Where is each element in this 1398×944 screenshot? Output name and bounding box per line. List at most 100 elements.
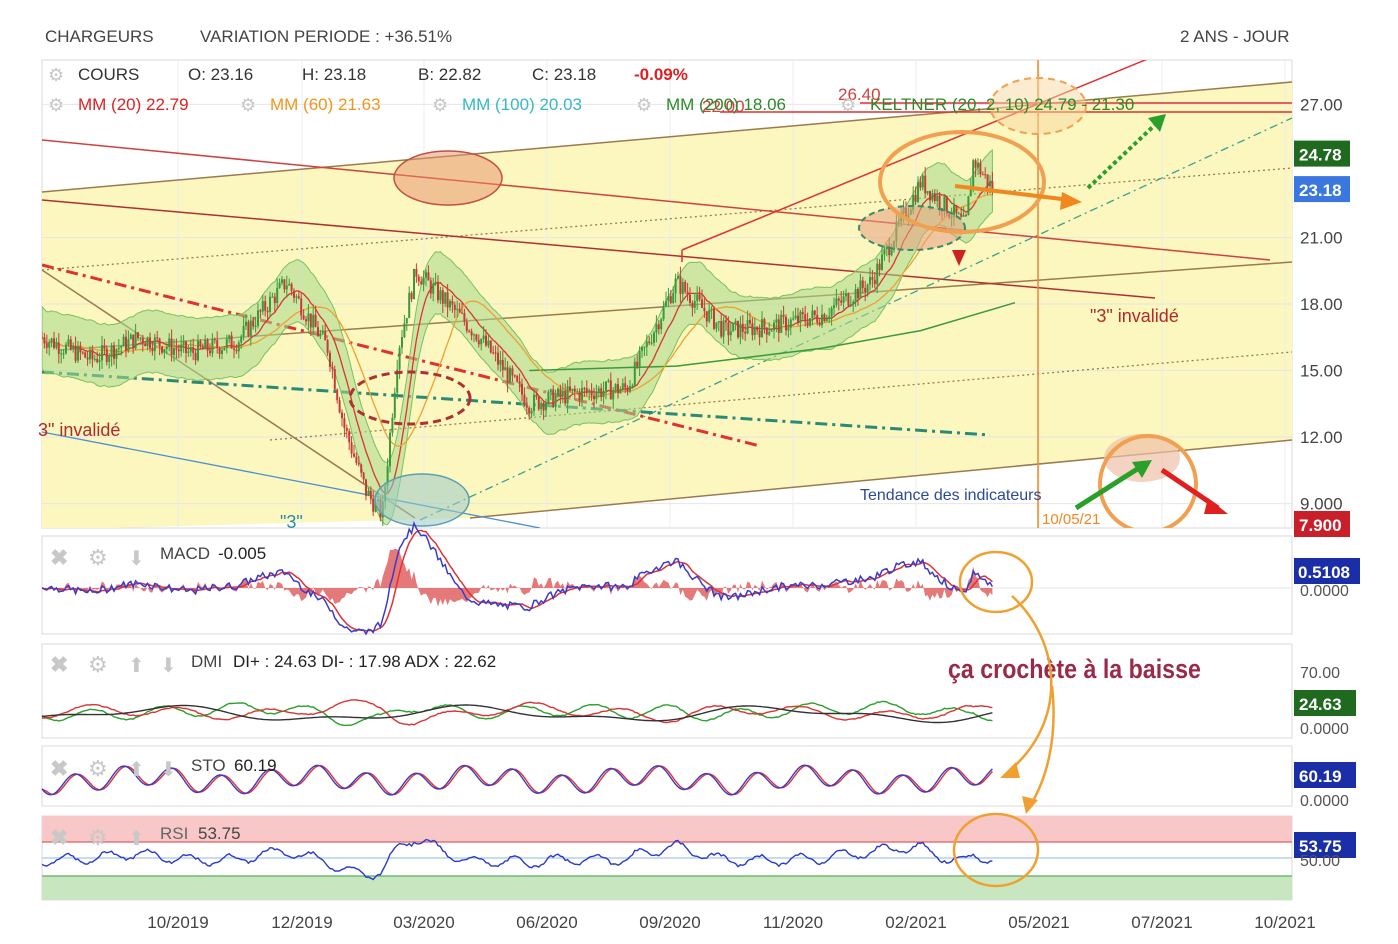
candle-body: [285, 285, 288, 290]
candle-body: [981, 174, 984, 176]
close-icon[interactable]: ✖: [50, 825, 68, 850]
gear-icon[interactable]: ⚙: [240, 95, 256, 115]
candle-body: [393, 392, 396, 418]
candle-body: [648, 341, 651, 344]
red-descending-line-1: [42, 139, 1271, 261]
candle-body: [489, 340, 492, 353]
red-dashdot-line: [42, 263, 761, 448]
candle-body: [264, 301, 267, 311]
gear-icon[interactable]: ⚙: [48, 65, 64, 85]
candle-body: [703, 307, 706, 312]
candle-body: [921, 175, 924, 188]
candle-body: [725, 320, 727, 323]
candle-body: [912, 194, 915, 210]
gear-icon[interactable]: ⚙: [48, 95, 64, 115]
candle-body: [69, 339, 72, 350]
gear-icon[interactable]: ⚙: [432, 95, 448, 115]
candle-body: [840, 300, 843, 303]
arrow-down-icon[interactable]: ⬇: [128, 548, 145, 570]
arrow-down-icon[interactable]: ⬇: [160, 655, 177, 677]
candle-body: [283, 279, 286, 290]
price-tick: 27.00: [1300, 95, 1343, 114]
close-icon[interactable]: ✖: [50, 756, 68, 781]
arrow-up-icon[interactable]: ⬆: [128, 759, 145, 781]
candle-body: [600, 388, 603, 398]
candle-body: [295, 296, 298, 298]
candle-body: [549, 389, 552, 392]
candle-body: [929, 191, 931, 201]
candle-body: [494, 352, 497, 354]
dmi-axis-bottom: 0.0000: [1300, 721, 1349, 738]
candle-body: [223, 347, 226, 351]
candle-body: [357, 463, 360, 465]
candle-body: [158, 338, 161, 347]
candle-body: [185, 341, 187, 354]
candle-body: [732, 322, 735, 332]
time-tick: 06/2020: [516, 913, 577, 932]
candle-body: [60, 353, 63, 355]
candle-body: [540, 403, 543, 410]
candle-body: [206, 339, 209, 351]
candle-body: [701, 299, 703, 308]
candle-body: [859, 280, 862, 299]
candle-body: [345, 428, 348, 431]
candle-body: [276, 287, 279, 304]
candle-body: [727, 322, 730, 336]
candle-body: [737, 320, 739, 338]
gear-icon[interactable]: ⚙: [88, 825, 108, 850]
price-badge: [1294, 176, 1350, 203]
candle-body: [156, 337, 159, 339]
dmi-minus-line: [41, 699, 993, 726]
candle-body: [581, 388, 583, 400]
candle-body: [209, 350, 211, 354]
sto-value: 60.19: [234, 756, 277, 775]
gear-icon[interactable]: ⚙: [636, 95, 652, 115]
arrow-up-icon[interactable]: ⬆: [128, 828, 145, 850]
low-ellipse: [374, 473, 470, 527]
candle-body: [787, 327, 790, 331]
time-tick: 11/2020: [763, 913, 823, 932]
candle-body: [355, 456, 358, 464]
candle-body: [98, 360, 101, 363]
candle-body: [655, 324, 658, 333]
candle-body: [782, 314, 785, 317]
candle-body: [117, 347, 120, 350]
gear-icon[interactable]: ⚙: [840, 95, 856, 115]
candle-body: [741, 323, 744, 332]
candle-body: [333, 369, 336, 390]
arrow-up-icon[interactable]: ⬆: [128, 655, 145, 677]
candle-body: [103, 345, 106, 349]
close-icon[interactable]: ✖: [50, 652, 68, 677]
candle-body: [717, 321, 720, 323]
candle-body: [638, 350, 641, 367]
sto-panel: [41, 745, 1293, 807]
candle-body: [386, 466, 389, 487]
candle-body: [662, 305, 665, 320]
gear-icon[interactable]: ⚙: [88, 756, 108, 781]
gear-icon[interactable]: ⚙: [88, 545, 108, 570]
candle-body: [353, 453, 355, 457]
candle-body: [823, 314, 826, 322]
gear-icon[interactable]: ⚙: [88, 652, 108, 677]
candle-body: [115, 349, 118, 359]
teal-dashdot-line: [42, 370, 991, 437]
candle-body: [602, 390, 605, 398]
period-selector[interactable]: 2 ANS - JOUR: [1180, 27, 1290, 46]
candle-body: [888, 245, 891, 256]
candle-body: [42, 337, 43, 339]
candle-body: [84, 352, 87, 358]
candle-body: [557, 388, 559, 397]
candle-body: [588, 390, 591, 392]
candle-body: [348, 430, 351, 443]
candle-body: [713, 308, 715, 329]
candle-body: [657, 324, 660, 330]
macd-badge: [1294, 558, 1360, 584]
rsi-oversold-zone: [42, 876, 1292, 900]
candle-body: [57, 342, 60, 354]
green-dotted-arrow: [1086, 120, 1160, 190]
close-icon[interactable]: ✖: [50, 545, 68, 570]
candle-body: [509, 368, 511, 383]
candle-body: [499, 359, 502, 365]
arrow-down-icon[interactable]: ⬇: [160, 759, 177, 781]
candle-body: [554, 396, 557, 407]
